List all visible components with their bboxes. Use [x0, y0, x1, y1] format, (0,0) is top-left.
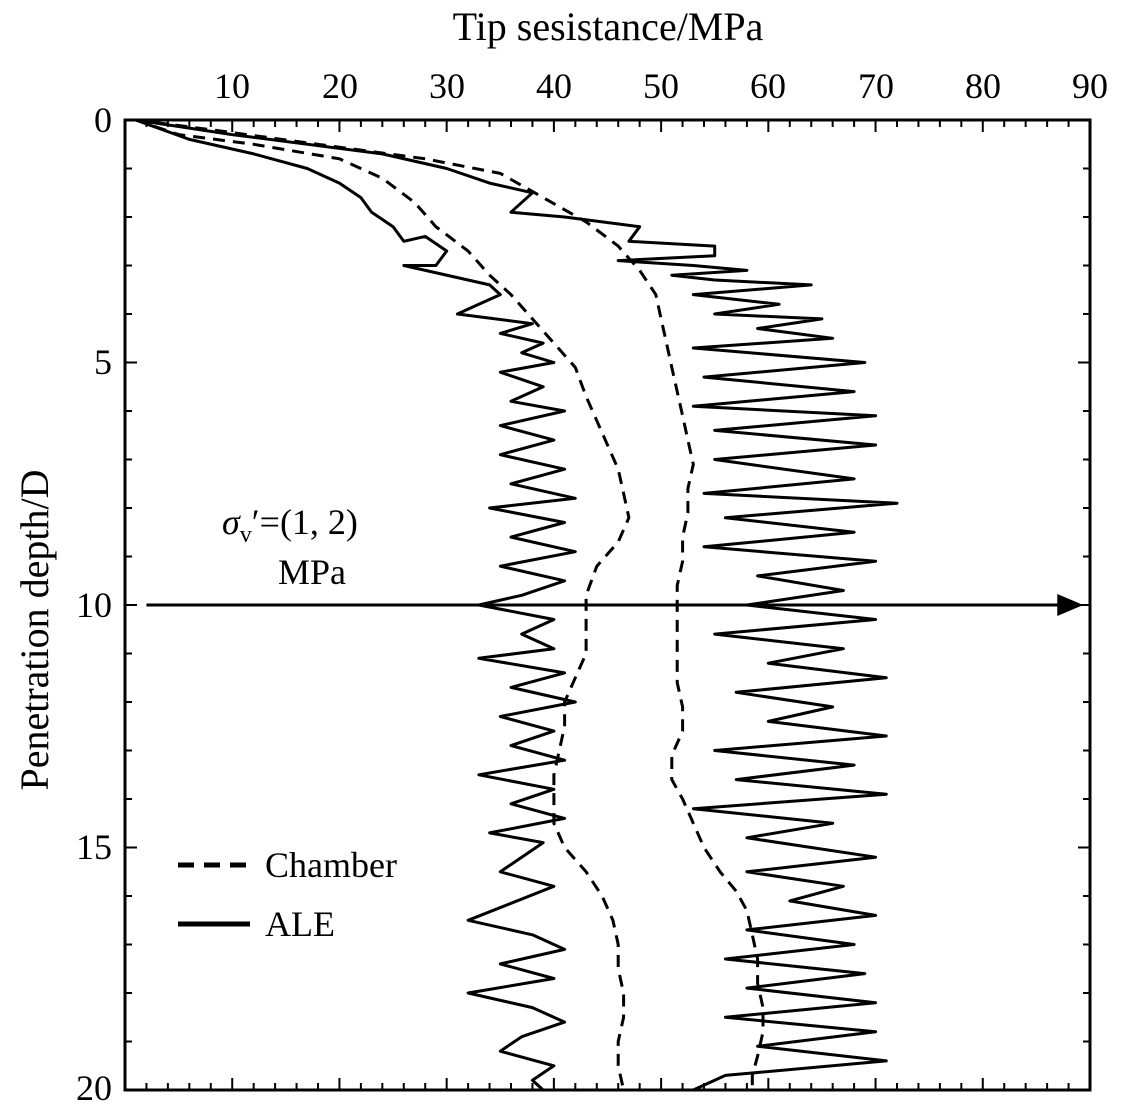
x-tick-label: 60	[750, 66, 786, 106]
x-tick-label: 80	[965, 66, 1001, 106]
y-tick-labels: 0 5 10 15 20	[76, 100, 112, 1108]
x-tick-label: 20	[322, 66, 358, 106]
y-tick-label: 10	[76, 585, 112, 625]
legend: Chamber ALE	[178, 845, 397, 944]
annotation-line-2: MPa	[278, 552, 346, 592]
x-tick-label: 70	[858, 66, 894, 106]
legend-ale-label: ALE	[265, 904, 335, 944]
x-tick-label: 90	[1072, 66, 1108, 106]
series-chamber-line-1	[135, 118, 631, 1091]
series-ale-line-1	[135, 118, 577, 1092]
series-ale-line-2	[135, 118, 899, 1092]
x-tick-labels: 10 20 30 40 50 60 70 80 90	[214, 66, 1108, 106]
x-tick-label: 40	[536, 66, 572, 106]
annotation-arrow-head	[1057, 594, 1084, 616]
x-tick-label: 50	[643, 66, 679, 106]
annotation-line-1: σv′=(1, 2)	[222, 502, 358, 548]
y-tick-label: 20	[76, 1068, 112, 1108]
y-tick-label: 15	[76, 827, 112, 867]
y-axis-title: Penetration depth/D	[12, 469, 57, 790]
x-axis-title: Tip sesistance/MPa	[453, 4, 764, 49]
x-tick-label: 30	[429, 66, 465, 106]
y-tick-label: 0	[94, 100, 112, 140]
stress-annotation: σv′=(1, 2) MPa	[146, 502, 1084, 616]
tick-marks	[125, 120, 1091, 1091]
x-tick-label: 10	[214, 66, 250, 106]
legend-chamber-label: Chamber	[265, 845, 397, 885]
y-tick-label: 5	[94, 342, 112, 382]
series-group	[135, 118, 899, 1092]
